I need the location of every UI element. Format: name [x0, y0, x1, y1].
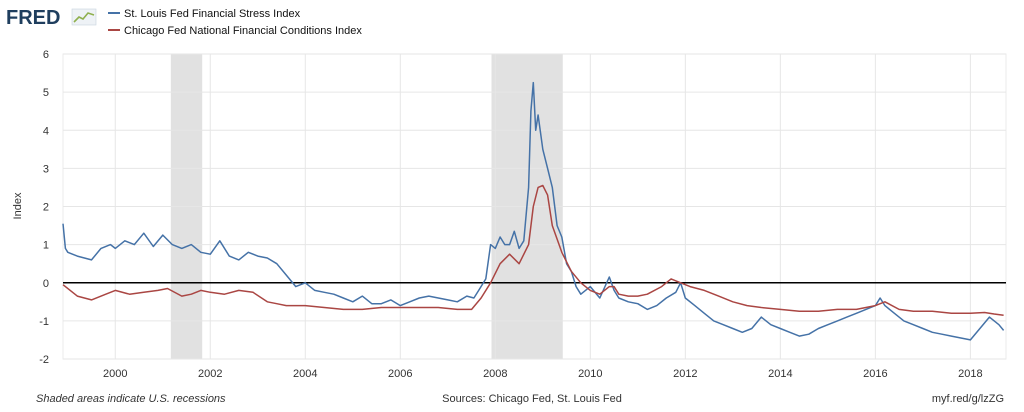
legend: St. Louis Fed Financial Stress Index Chi…: [108, 8, 362, 37]
x-tick-label: 2002: [198, 368, 222, 380]
x-tick-label: 2010: [578, 368, 602, 380]
x-tick-label: 2008: [483, 368, 507, 380]
y-tick-label: 0: [43, 278, 49, 290]
footer-short-url[interactable]: myf.red/g/lzZG: [931, 393, 1004, 405]
legend-item-stlfsi[interactable]: St. Louis Fed Financial Stress Index: [108, 8, 301, 20]
y-tick-label: 6: [43, 49, 49, 61]
y-axis-label: Index: [12, 192, 24, 219]
x-tick-label: 2000: [103, 368, 127, 380]
x-tick-label: 2014: [768, 368, 792, 380]
y-tick-label: 3: [43, 163, 49, 175]
legend-label-nfci: Chicago Fed National Financial Condition…: [124, 25, 362, 37]
x-tick-label: 2016: [863, 368, 887, 380]
trend-icon: [71, 8, 97, 26]
y-tick-label: 5: [43, 87, 49, 99]
x-axis-ticks: 2000 2002 2004 2006 2008 2010 2012 2014 2016 2018: [103, 368, 983, 380]
x-tick-label: 2012: [673, 368, 697, 380]
y-axis-ticks: -2 -1 0 1 2 3 4 5 6: [39, 49, 49, 366]
x-tick-label: 2006: [388, 368, 412, 380]
y-tick-label: -2: [39, 354, 49, 366]
footer-recession-note: Shaded areas indicate U.S. recessions: [36, 393, 226, 405]
y-tick-label: 2: [43, 202, 49, 214]
series-lines: [62, 81, 1005, 341]
y-tick-label: 1: [43, 240, 49, 252]
y-tick-label: -1: [39, 316, 49, 328]
legend-item-nfci[interactable]: Chicago Fed National Financial Condition…: [108, 25, 362, 37]
fred-logo-text: FRED: [6, 7, 60, 29]
x-tick-label: 2004: [293, 368, 317, 380]
footer-sources: Sources: Chicago Fed, St. Louis Fed: [442, 393, 622, 405]
series-line-nfci: [62, 184, 1004, 316]
legend-label-stlfsi: St. Louis Fed Financial Stress Index: [124, 8, 301, 20]
fred-logo[interactable]: FRED: [6, 7, 97, 29]
y-tick-label: 4: [43, 125, 49, 137]
x-tick-label: 2018: [958, 368, 982, 380]
series-line-stlfsi: [62, 81, 1005, 341]
